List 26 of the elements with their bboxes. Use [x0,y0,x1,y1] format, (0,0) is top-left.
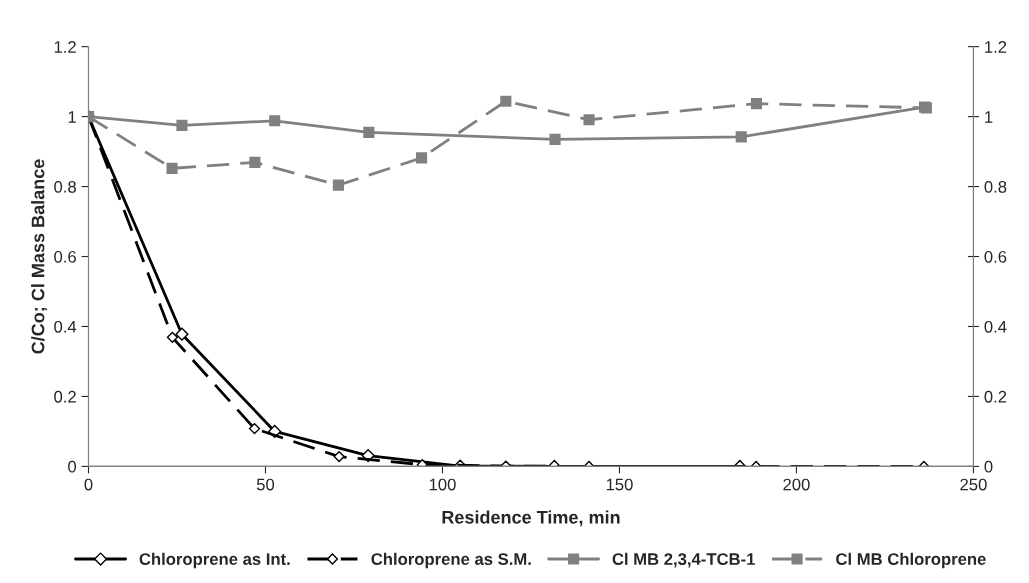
y-tick-label: 0.4 [54,320,77,333]
y-tick-label: 1 [68,111,76,123]
y-tick-label: 0.6 [54,250,76,263]
y2-tick-label: 1 [985,111,993,123]
y2-tick-label: 0 [984,460,993,473]
y-axis-title: C/Co; Cl Mass Balance [31,159,48,354]
legend-label: Cl MB 2,3,4-TCB-1 [612,552,755,568]
x-tick-label: 250 [960,478,987,491]
x-tick-label: 150 [606,478,633,491]
legend-label: Chloroprene as S.M. [371,552,531,569]
x-tick-label: 50 [256,478,275,491]
legend-label: Cl MB Chloroprene [836,552,986,569]
x-tick-label: 100 [429,478,456,491]
x-axis-title: Residence Time, min [442,510,620,527]
y2-tick-label: 0.4 [984,320,1007,333]
y-tick-label: 0.8 [54,180,76,193]
y2-tick-label: 0.6 [984,250,1007,263]
x-tick-label: 200 [783,478,810,491]
y2-tick-label: 0.2 [984,390,1007,403]
y2-tick-label: 1.2 [985,41,1007,53]
x-tick-label: 0 [84,478,93,491]
legend-label: Chloroprene as Int. [139,552,290,569]
y-tick-label: 1.2 [54,41,76,53]
y2-tick-label: 0.8 [984,180,1007,193]
y-tick-label: 0 [68,460,77,473]
y-tick-label: 0.2 [54,390,76,403]
